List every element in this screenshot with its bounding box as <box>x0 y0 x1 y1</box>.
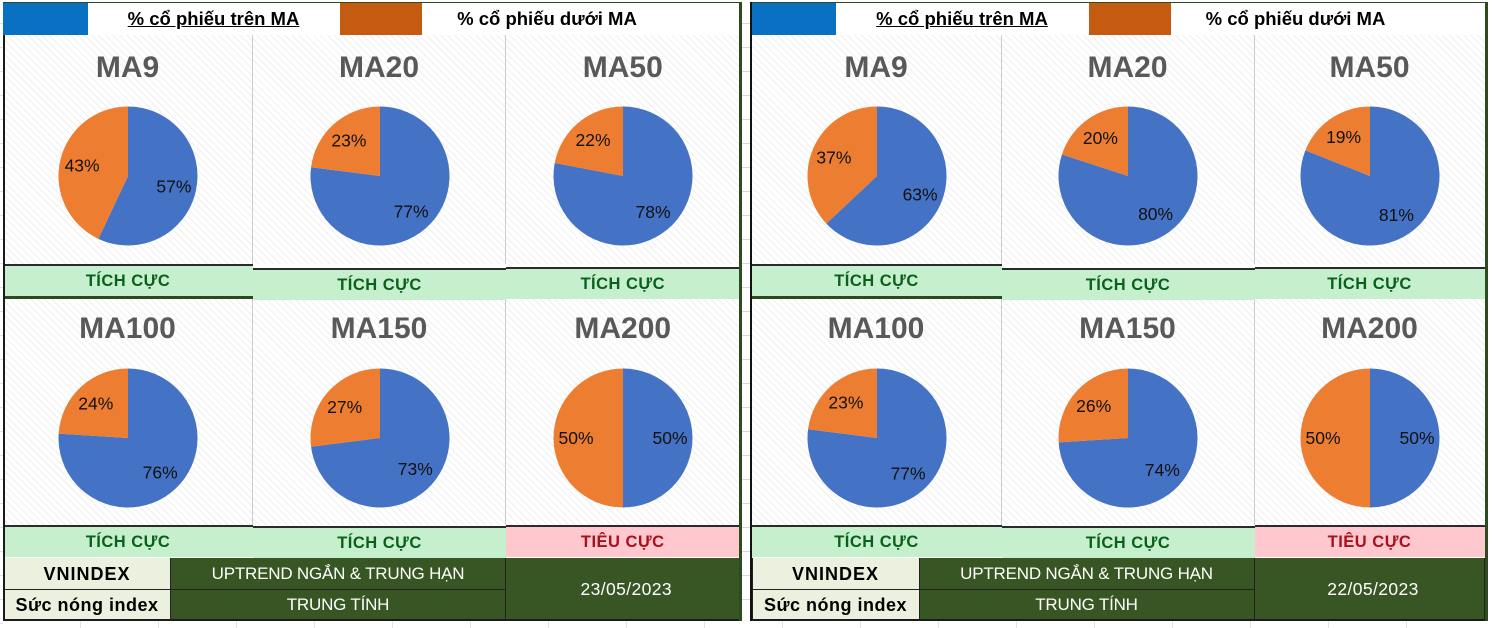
svg-text:24%: 24% <box>78 394 113 414</box>
svg-text:80%: 80% <box>1138 204 1173 224</box>
svg-text:57%: 57% <box>156 176 191 196</box>
svg-text:43%: 43% <box>65 156 100 176</box>
svg-text:50%: 50% <box>1305 428 1340 448</box>
svg-text:81%: 81% <box>1378 205 1413 225</box>
svg-text:26%: 26% <box>1076 396 1111 416</box>
svg-text:76%: 76% <box>143 462 178 482</box>
svg-text:73%: 73% <box>397 459 432 479</box>
svg-text:27%: 27% <box>327 397 362 417</box>
svg-text:63%: 63% <box>902 185 937 205</box>
svg-text:50%: 50% <box>558 428 593 448</box>
svg-text:23%: 23% <box>331 131 366 151</box>
svg-text:77%: 77% <box>393 201 428 221</box>
svg-text:23%: 23% <box>828 393 863 413</box>
svg-text:77%: 77% <box>890 463 925 483</box>
svg-text:19%: 19% <box>1326 127 1361 147</box>
svg-text:22%: 22% <box>575 130 610 150</box>
svg-text:50%: 50% <box>1399 428 1434 448</box>
svg-text:50%: 50% <box>652 428 687 448</box>
svg-text:20%: 20% <box>1083 128 1118 148</box>
svg-text:74%: 74% <box>1145 460 1180 480</box>
svg-text:37%: 37% <box>816 147 851 167</box>
svg-text:78%: 78% <box>635 202 670 222</box>
